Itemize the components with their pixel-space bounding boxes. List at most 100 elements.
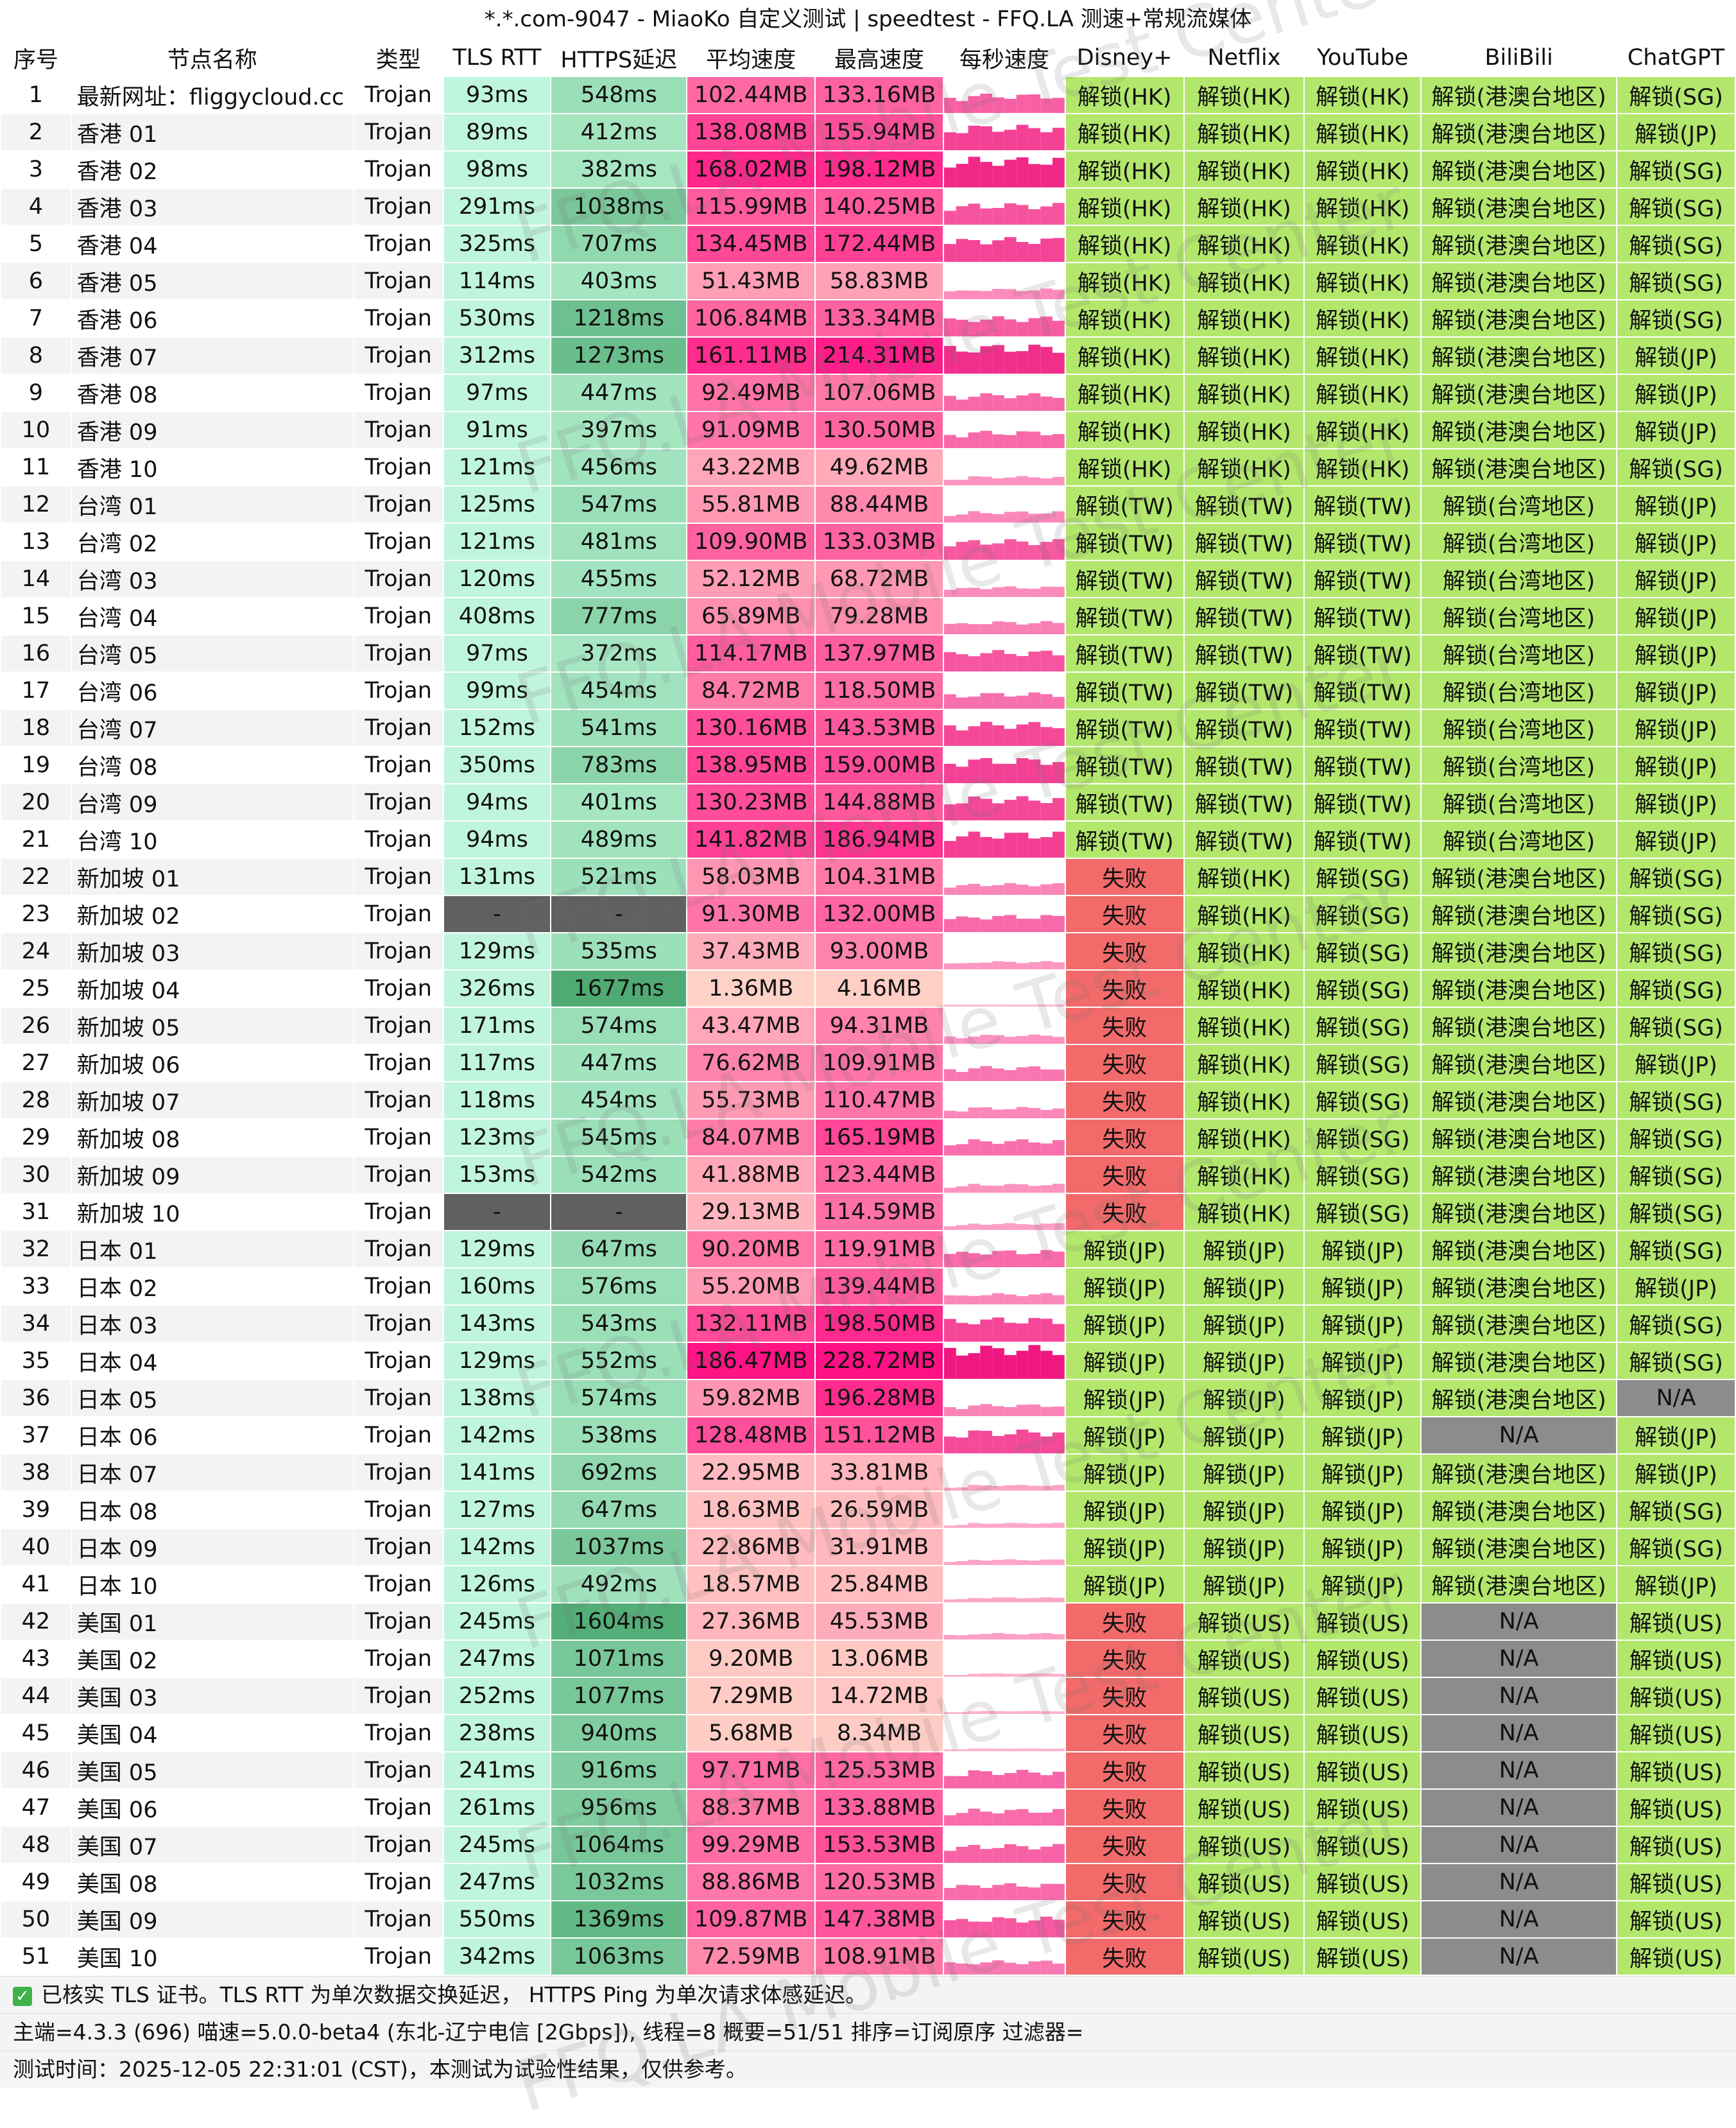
tls-rtt: 247ms [442,1639,552,1678]
speed-bar [1052,1634,1064,1639]
speed-bar [968,1184,981,1192]
table-row[interactable]: 1 最新网址：fliggycloud.cc Trojan 93ms 548ms 102.4… [0,76,1736,114]
table-row[interactable]: 9 香港 08 Trojan 97ms 447ms 92.49MB 107.06MB 解锁(H… [0,374,1736,412]
table-row[interactable]: 33 日本 02 Trojan 160ms 576ms 55.20MB 139.44MB 解锁… [0,1267,1736,1306]
table-row[interactable]: 44 美国 03 Trojan 252ms 1077ms 7.29MB 14.72MB 失败解… [0,1677,1736,1715]
speed-bar [992,1960,1004,1974]
media-chatgpt: 解锁(US) [1616,1900,1736,1939]
table-row[interactable]: 32 日本 01 Trojan 129ms 647ms 90.20MB 119.91MB 解锁… [0,1230,1736,1268]
speed-bar [1028,1345,1041,1378]
table-row[interactable]: 7 香港 06 Trojan 530ms 1218ms 106.84MB 133.34MB 解… [0,299,1736,338]
table-row[interactable]: 10 香港 09 Trojan 91ms 397ms 91.09MB 130.50MB 解锁(… [0,411,1736,449]
table-row[interactable]: 30 新加坡 09 Trojan 153ms 542ms 41.88MB 123.44MB 失… [0,1155,1736,1194]
col-header-netflix[interactable]: Netflix [1183,39,1305,77]
node-name: 日本 01 [70,1230,354,1268]
speed-bar [1040,1035,1053,1043]
speed-bar [1040,1250,1053,1267]
col-header-https-latency[interactable]: HTTPS延迟 [550,39,688,77]
table-row[interactable]: 5 香港 04 Trojan 325ms 707ms 134.45MB 172.44MB 解锁… [0,225,1736,263]
table-row[interactable]: 38 日本 07 Trojan 141ms 692ms 22.95MB 33.81MB 解锁(… [0,1453,1736,1492]
table-row[interactable]: 11 香港 10 Trojan 121ms 456ms 43.22MB 49.62MB 解锁(… [0,448,1736,487]
table-row[interactable]: 50 美国 09 Trojan 550ms 1369ms 109.87MB 147.38MB… [0,1900,1736,1939]
table-row[interactable]: 26 新加坡 05 Trojan 171ms 574ms 43.47MB 94.31MB 失败… [0,1007,1736,1045]
speed-bar [1004,1485,1017,1490]
media-youtube: 解锁(TW) [1303,820,1422,859]
speed-bar [1052,511,1064,522]
max-speed: 196.28MB [814,1379,944,1417]
speed-bar [956,133,968,150]
col-header-disney[interactable]: Disney+ [1064,39,1185,77]
table-row[interactable]: 2 香港 01 Trojan 89ms 412ms 138.08MB 155.94MB 解锁(… [0,113,1736,151]
speed-bar [992,650,1004,671]
speed-bar [1028,800,1041,820]
table-row[interactable]: 15 台湾 04 Trojan 408ms 777ms 65.89MB 79.28MB 解锁(… [0,597,1736,636]
table-row[interactable]: 43 美国 02 Trojan 247ms 1071ms 9.20MB 13.06MB 失败解… [0,1639,1736,1678]
node-type: Trojan [352,1751,444,1790]
table-row[interactable]: 31 新加坡 10 Trojan - -29.13MB 114.59MB 失败 解锁(HK) 解… [0,1193,1736,1231]
table-row[interactable]: 8 香港 07 Trojan 312ms 1273ms 161.11MB 214.31MB 解… [0,336,1736,375]
tls-rtt: 121ms [442,448,552,487]
table-row[interactable]: 47 美国 06 Trojan 261ms 956ms 88.37MB 133.88MB 失败… [0,1788,1736,1827]
speed-bar [1016,833,1029,857]
table-row[interactable]: 23 新加坡 02 Trojan - -91.30MB 132.00MB 失败 解锁(HK) 解… [0,895,1736,933]
table-row[interactable]: 42 美国 01 Trojan 245ms 1604ms 27.36MB 45.53MB 失败… [0,1602,1736,1641]
node-name: 美国 09 [70,1900,354,1939]
max-speed: 130.50MB [814,411,944,449]
speed-bar [992,240,1004,261]
table-row[interactable]: 24 新加坡 03 Trojan 129ms 535ms 37.43MB 93.00MB 失败… [0,932,1736,971]
col-header-per-second-speed[interactable]: 每秒速度 [942,39,1066,77]
table-row[interactable]: 4 香港 03 Trojan 291ms 1038ms 115.99MB 140.25MB 解… [0,187,1736,226]
table-row[interactable]: 22 新加坡 01 Trojan 131ms 521ms 58.03MB 104.31MB 失… [0,858,1736,896]
table-row[interactable]: 25 新加坡 04 Trojan 326ms 1677ms 1.36MB 4.16MB 失败解… [0,969,1736,1008]
col-header-chatgpt[interactable]: ChatGPT [1616,39,1736,77]
results-body: 1 最新网址：fliggycloud.cc Trojan 93ms 548ms 102.4… [0,76,1736,1976]
speed-sparkline [944,1567,1064,1602]
table-row[interactable]: 13 台湾 02 Trojan 121ms 481ms 109.90MB 133.03MB 解… [0,523,1736,561]
table-row[interactable]: 36 日本 05 Trojan 138ms 574ms 59.82MB 196.28MB 解锁… [0,1379,1736,1417]
table-row[interactable]: 20 台湾 09 Trojan 94ms 401ms 130.23MB 144.88MB 解锁… [0,783,1736,822]
col-header-avg-speed[interactable]: 平均速度 [686,39,816,77]
table-row[interactable]: 12 台湾 01 Trojan 125ms 547ms 55.81MB 88.44MB 解锁(… [0,485,1736,524]
table-row[interactable]: 27 新加坡 06 Trojan 117ms 447ms 76.62MB 109.91MB 失… [0,1044,1736,1082]
table-row[interactable]: 40 日本 09 Trojan 142ms 1037ms 22.86MB 31.91MB 解锁… [0,1528,1736,1566]
table-row[interactable]: 6 香港 05 Trojan 114ms 403ms 51.43MB 58.83MB 解锁(H… [0,262,1736,300]
speed-bar [1016,1711,1029,1713]
table-row[interactable]: 18 台湾 07 Trojan 152ms 541ms 130.16MB 143.53MB 解… [0,709,1736,747]
col-header-index[interactable]: 序号 [0,39,72,77]
speed-bar [1040,650,1053,671]
table-row[interactable]: 17 台湾 06 Trojan 99ms 454ms 84.72MB 118.50MB 解锁(… [0,671,1736,710]
col-header-type[interactable]: 类型 [352,39,444,77]
table-row[interactable]: 14 台湾 03 Trojan 120ms 455ms 52.12MB 68.72MB 解锁(… [0,560,1736,598]
table-row[interactable]: 45 美国 04 Trojan 238ms 940ms 5.68MB 8.34MB 失败 解锁(… [0,1714,1736,1752]
col-header-tls-rtt[interactable]: TLS RTT [442,39,552,77]
table-row[interactable]: 39 日本 08 Trojan 127ms 647ms 18.63MB 26.59MB 解锁(… [0,1491,1736,1529]
speed-bar [1004,622,1017,634]
col-header-bilibili[interactable]: BiliBili [1420,39,1618,77]
media-bilibili: N/A [1420,1788,1618,1827]
table-row[interactable]: 3 香港 02 Trojan 98ms 382ms 168.02MB 198.12MB 解锁(… [0,150,1736,189]
table-row[interactable]: 29 新加坡 08 Trojan 123ms 545ms 84.07MB 165.19MB 失… [0,1118,1736,1157]
footer-line-1: 已核实 TLS 证书。TLS RTT 为单次数据交换延迟， HTTPS Ping… [41,1982,867,2007]
table-row[interactable]: 34 日本 03 Trojan 143ms 543ms 132.11MB 198.50MB 解… [0,1304,1736,1343]
table-row[interactable]: 51 美国 10 Trojan 342ms 1063ms 72.59MB 108.91MB 失… [0,1937,1736,1976]
col-header-youtube[interactable]: YouTube [1303,39,1422,77]
speed-sparkline [944,1604,1064,1639]
speed-bar [1004,763,1017,783]
table-row[interactable]: 21 台湾 10 Trojan 94ms 489ms 141.82MB 186.94MB 解锁… [0,820,1736,859]
table-row[interactable]: 19 台湾 08 Trojan 350ms 783ms 138.95MB 159.00MB 解… [0,746,1736,784]
table-row[interactable]: 35 日本 04 Trojan 129ms 552ms 186.47MB 228.72MB 解… [0,1342,1736,1380]
table-row[interactable]: 28 新加坡 07 Trojan 118ms 454ms 55.73MB 110.47MB 失… [0,1081,1736,1120]
table-row[interactable]: 49 美国 08 Trojan 247ms 1032ms 88.86MB 120.53MB 失… [0,1863,1736,1901]
table-row[interactable]: 48 美国 07 Trojan 245ms 1064ms 99.29MB 153.53MB 失… [0,1826,1736,1864]
media-netflix: 解锁(HK) [1183,1118,1305,1157]
max-speed: 198.12MB [814,150,944,189]
media-bilibili: N/A [1420,1639,1618,1678]
col-header-node-name[interactable]: 节点名称 [70,39,354,77]
table-row[interactable]: 37 日本 06 Trojan 142ms 538ms 128.48MB 151.12MB 解… [0,1416,1736,1455]
table-row[interactable]: 41 日本 10 Trojan 126ms 492ms 18.57MB 25.84MB 解锁(… [0,1565,1736,1604]
table-row[interactable]: 16 台湾 05 Trojan 97ms 372ms 114.17MB 137.97MB 解锁… [0,634,1736,673]
results-table: 序号 节点名称 类型 TLS RTT HTTPS延迟 平均速度 最高速度 每秒速… [0,39,1736,1976]
speed-bar [1040,1812,1053,1825]
table-row[interactable]: 46 美国 05 Trojan 241ms 916ms 97.71MB 125.53MB 失败… [0,1751,1736,1790]
col-header-max-speed[interactable]: 最高速度 [814,39,944,77]
